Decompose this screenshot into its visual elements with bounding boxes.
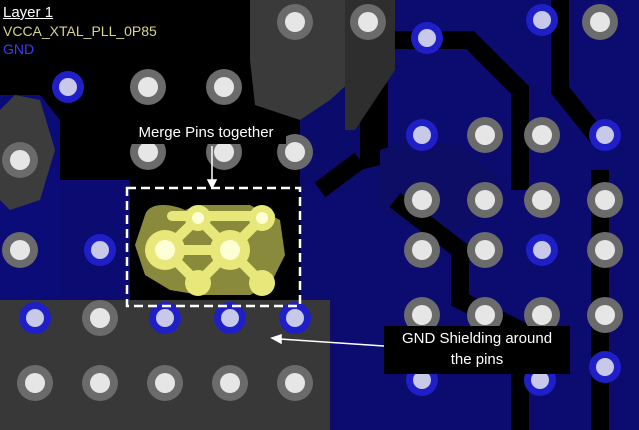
gray-pad-drill [475,305,495,325]
gnd-pad-drill [533,241,551,259]
gnd-pad-drill [531,371,549,389]
gray-pad-drill [475,240,495,260]
gnd-shielding-callout: GND Shielding around the pins [384,326,570,374]
gray-pad-drill [90,308,110,328]
gray-pad-drill [214,77,234,97]
gray-pad-drill [595,190,615,210]
gray-pad-drill [412,240,432,260]
gray-pads [2,4,623,401]
gnd-pad-drill [418,29,436,47]
gnd-shielding-line2: the pins [450,351,504,368]
gray-pad-drill [220,373,240,393]
gray-pad-drill [138,142,158,162]
gray-pad-drill [532,190,552,210]
gnd-pad-drill [286,309,304,327]
gray-pad-drill [358,12,378,32]
gray-pad-drill [475,125,495,145]
gray-pad-drill [10,240,30,260]
gray-pad-drill [595,305,615,325]
legend-vcca-net[interactable]: VCCA_XTAL_PLL_0P85 [3,23,157,39]
gray-pad-drill [595,240,615,260]
merge-pins-callout: Merge Pins together [126,122,286,144]
gray-pad-drill [285,12,305,32]
vcca-merged-pins[interactable] [135,205,285,296]
gnd-pad-drill [156,309,174,327]
gnd-pad-drill [26,309,44,327]
gnd-pad-drill [596,126,614,144]
gray-pad-drill [155,373,175,393]
gray-pad-drill [285,142,305,162]
gnd-shielding-line1: GND Shielding around [401,330,553,347]
gray-pad-drill [475,190,495,210]
net-legend: Layer 1 VCCA_XTAL_PLL_0P85 GND [3,4,157,58]
gray-pad-drill [214,142,234,162]
gnd-pad-drill [596,358,614,376]
merge-highlight-box [125,186,302,308]
gnd-pad-drill [221,309,239,327]
gray-pad-drill [590,12,610,32]
merge-arrow [206,146,218,190]
gnd-pad-drill [91,241,109,259]
gnd-pad-drill [413,371,431,389]
gray-pad-drill [532,305,552,325]
gray-pad-drill [532,125,552,145]
gray-pad-drill [285,373,305,393]
legend-layer-label[interactable]: Layer 1 [3,4,54,21]
gnd-arrow [270,333,385,347]
gnd-pad-drill [413,126,431,144]
gray-pad-drill [412,190,432,210]
legend-gnd-net[interactable]: GND [3,41,35,57]
gray-pad-drill [412,305,432,325]
gnd-pad-drill [59,78,77,96]
gray-pad-drill [90,373,110,393]
gnd-pad-drill [533,11,551,29]
gray-pad-drill [138,77,158,97]
gray-pad-drill [10,150,30,170]
gray-pad-drill [25,373,45,393]
